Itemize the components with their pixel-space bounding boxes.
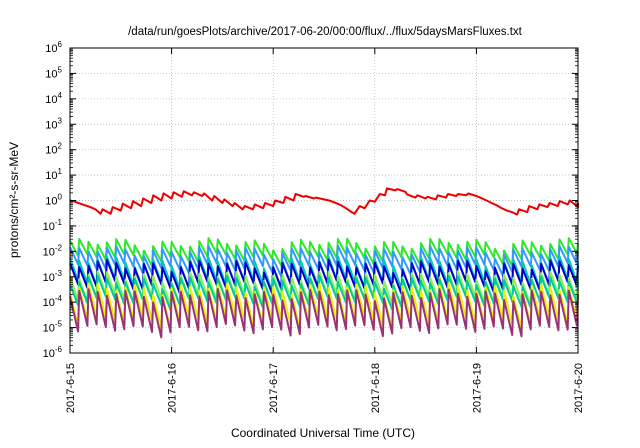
x-axis-label: Coordinated Universal Time (UTC) bbox=[231, 426, 415, 440]
x-tick-label: 2017-6-20 bbox=[573, 363, 585, 413]
series-group bbox=[69, 187, 579, 339]
y-tick-label: 105 bbox=[45, 65, 62, 80]
x-tick-label: 2017-6-15 bbox=[65, 363, 77, 413]
x-tick-label: 2017-6-19 bbox=[471, 363, 483, 413]
y-tick-label: 101 bbox=[45, 167, 62, 182]
y-tick-label: 104 bbox=[45, 91, 62, 106]
y-tick-label: 10-2 bbox=[43, 243, 63, 258]
y-tick-label: 102 bbox=[45, 142, 62, 157]
x-tick-label: 2017-6-17 bbox=[268, 363, 280, 413]
y-tick-label: 10-1 bbox=[43, 218, 63, 233]
x-axis: 2017-6-15 2017-6-16 2017-6-17 2017-6-18 2017… bbox=[65, 48, 585, 413]
y-tick-label: 10-3 bbox=[43, 269, 63, 284]
y-axis-label: protons/cm²-s-sr-MeV bbox=[7, 142, 21, 258]
y-tick-label: 10-5 bbox=[43, 320, 63, 335]
y-tick-label: 106 bbox=[45, 40, 62, 55]
x-tick-label: 2017-6-16 bbox=[167, 363, 179, 413]
series-line-9 bbox=[69, 288, 579, 339]
y-tick-label: 100 bbox=[45, 193, 62, 208]
y-tick-label: 10-6 bbox=[43, 345, 63, 360]
series-line-1 bbox=[69, 187, 579, 216]
chart-title: /data/run/goesPlots/archive/2017-06-20/0… bbox=[128, 26, 523, 38]
y-tick-label: 103 bbox=[45, 116, 62, 131]
x-tick-label: 2017-6-18 bbox=[370, 363, 382, 413]
y-tick-label: 10-4 bbox=[43, 294, 63, 309]
